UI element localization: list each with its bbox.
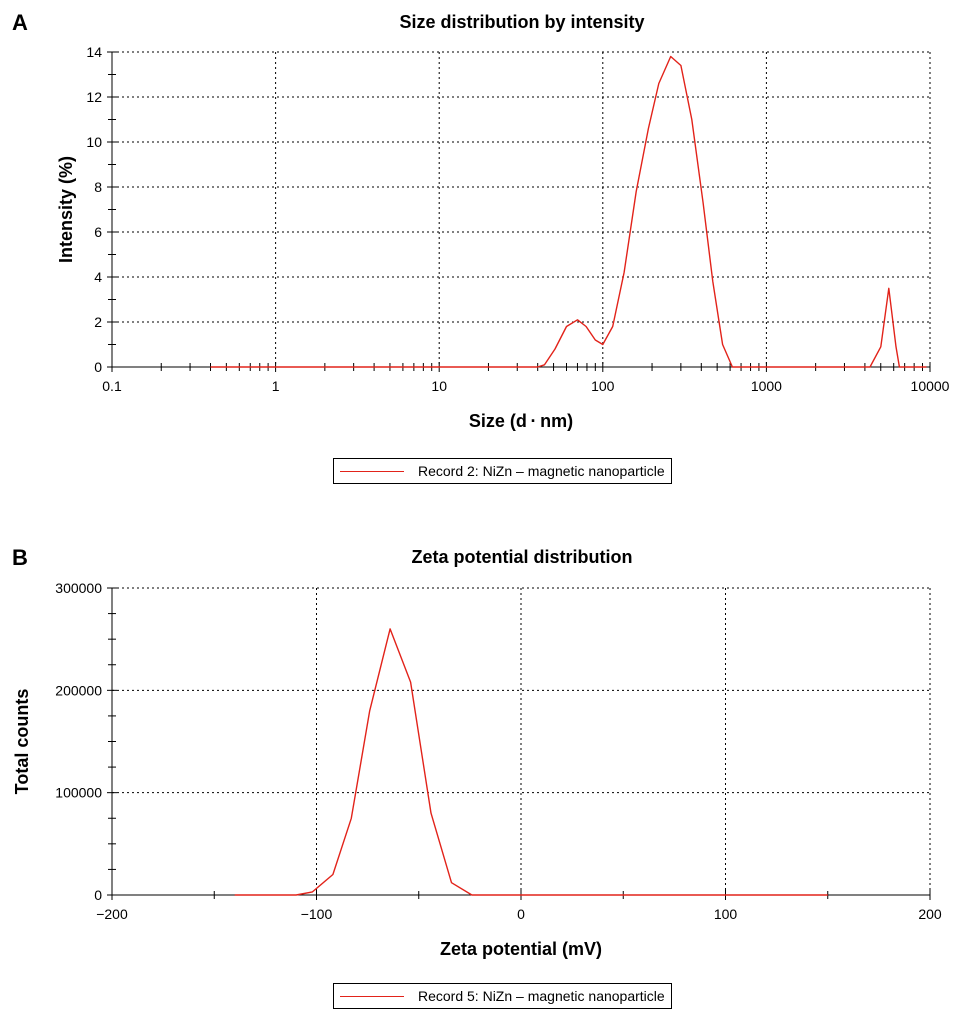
chart-a-x-tick-label: 1 bbox=[272, 378, 280, 394]
legend-a-swatch bbox=[340, 470, 404, 472]
chart-a-y-tick-label: 12 bbox=[86, 89, 102, 105]
chart-a-y-tick-label: 2 bbox=[94, 314, 102, 330]
panel-b-letter: B bbox=[12, 545, 28, 570]
chart-b-y-tick-label: 0 bbox=[94, 887, 102, 903]
chart-a-series-line bbox=[210, 55, 927, 368]
chart-b-x-axis-title: Zeta potential (mV) bbox=[440, 939, 602, 959]
chart-a-y-tick-label: 4 bbox=[94, 269, 102, 285]
chart-b-x-tick-label: 200 bbox=[918, 906, 942, 922]
chart-a-y-tick-label: 8 bbox=[94, 179, 102, 195]
chart-a-y-axis-title: Intensity (%) bbox=[56, 156, 76, 263]
panel-a-letter: A bbox=[12, 10, 28, 35]
chart-a-y-tick-label: 10 bbox=[86, 134, 102, 150]
chart-b-x-tick-label: −200 bbox=[96, 906, 128, 922]
legend-b-label: Record 5: NiZn – magnetic nanoparticle bbox=[418, 988, 665, 1004]
chart-b-x-tick-label: 0 bbox=[517, 906, 525, 922]
chart-a-y-tick-label: 0 bbox=[94, 359, 102, 375]
chart-a-x-tick-label: 10 bbox=[431, 378, 447, 394]
legend-a-label: Record 2: NiZn – magnetic nanoparticle bbox=[418, 463, 665, 479]
legend-a: Record 2: NiZn – magnetic nanoparticle bbox=[333, 458, 672, 484]
chart-b-y-tick-label: 200000 bbox=[55, 682, 102, 698]
chart-a-x-tick-label: 0.1 bbox=[102, 378, 122, 394]
chart-a-y-tick-label: 6 bbox=[94, 224, 102, 240]
chart-b-title: Zeta potential distribution bbox=[411, 547, 633, 567]
chart-b-x-tick-label: −100 bbox=[301, 906, 333, 922]
chart-b-y-tick-label: 100000 bbox=[55, 785, 102, 801]
legend-b: Record 5: NiZn – magnetic nanoparticle bbox=[333, 983, 672, 1009]
legend-b-swatch bbox=[340, 995, 404, 997]
chart-b-y-tick-label: 300000 bbox=[55, 580, 102, 596]
chart-b-y-axis-title: Total counts bbox=[12, 689, 32, 795]
chart-a-y-tick-label: 14 bbox=[86, 44, 102, 60]
chart-a-x-axis-title: Size (d · nm) bbox=[469, 411, 573, 431]
size-distribution-chart: 0.1 1 10 100 1000 10000 0 2 4 6 8 10 12 14 Size (d · n… bbox=[56, 44, 950, 431]
chart-a-x-tick-label: 1000 bbox=[751, 378, 782, 394]
chart-b-x-tick-label: 100 bbox=[714, 906, 738, 922]
chart-a-title: Size distribution by intensity bbox=[399, 12, 645, 32]
chart-a-x-tick-label: 100 bbox=[591, 378, 615, 394]
chart-a-x-tick-label: 10000 bbox=[911, 378, 950, 394]
chart-b-series-line bbox=[234, 628, 828, 896]
